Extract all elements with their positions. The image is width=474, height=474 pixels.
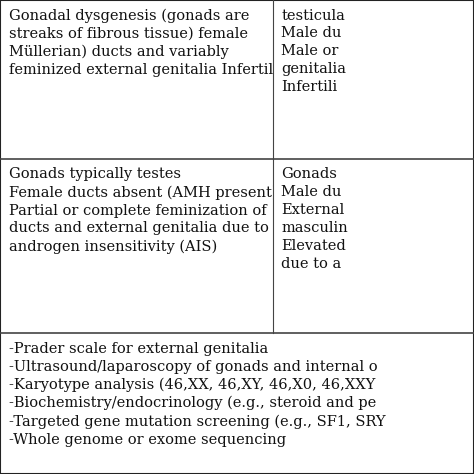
Text: Gonads
Male du
External
masculin
Elevated
due to a: Gonads Male du External masculin Elevate… [281,167,348,271]
Text: -Prader scale for external genitalia
-Ultrasound/laparoscopy of gonads and inter: -Prader scale for external genitalia -Ul… [9,342,385,447]
Text: Gonadal dysgenesis (gonads are
streaks of fibrous tissue) female
Müllerian) duct: Gonadal dysgenesis (gonads are streaks o… [9,9,292,77]
Text: testicula
Male du
Male or
genitalia
Infertili: testicula Male du Male or genitalia Infe… [281,9,346,94]
Text: Gonads typically testes
Female ducts absent (AMH present)
Partial or complete fe: Gonads typically testes Female ducts abs… [9,167,277,254]
